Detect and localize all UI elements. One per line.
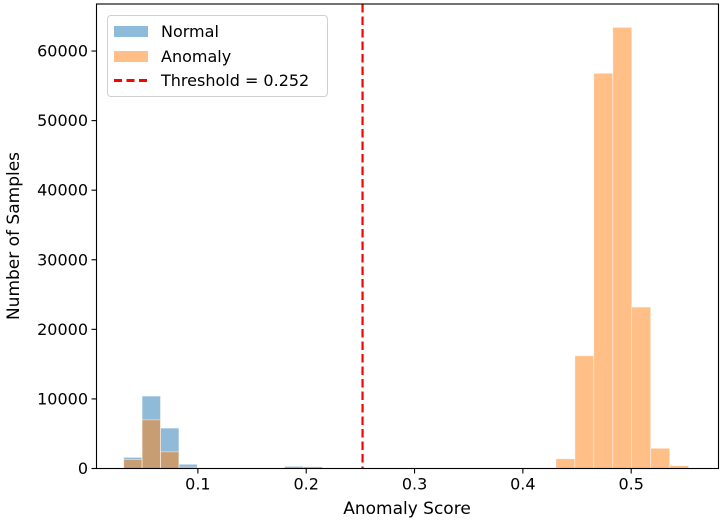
x-axis-title: Anomaly Score — [343, 499, 471, 519]
legend: Normal Anomaly Threshold = 0.252 — [107, 15, 328, 97]
y-tick-label: 10000 — [37, 389, 88, 408]
x-tick-label: 0.5 — [618, 475, 643, 494]
normal-swatch — [114, 25, 148, 37]
legend-item-normal: Normal — [114, 19, 321, 44]
histogram-bar-anomaly — [593, 72, 614, 469]
axes-spines — [95, 3, 720, 470]
histogram-bar-anomaly — [574, 355, 595, 469]
y-tick-label: 60000 — [37, 42, 88, 61]
legend-item-anomaly: Anomaly — [114, 44, 321, 69]
histogram-bar-anomaly — [555, 458, 576, 469]
y-tick-label: 30000 — [37, 250, 88, 269]
histogram-bar-anomaly — [160, 451, 180, 469]
x-tick-label: 0.3 — [402, 475, 427, 494]
y-tick-label: 50000 — [37, 111, 88, 130]
x-tick-label: 0.4 — [510, 475, 535, 494]
anomaly-swatch — [114, 50, 148, 62]
y-tick-label: 40000 — [37, 181, 88, 200]
histogram-bar-anomaly — [612, 26, 633, 469]
y-tick-label: 0 — [78, 459, 88, 478]
histogram-bar-anomaly — [650, 447, 671, 469]
histogram-bar-anomaly — [123, 459, 143, 469]
histogram-bar-anomaly — [141, 419, 161, 469]
y-axis-title: Number of Samples — [4, 151, 24, 321]
legend-item-threshold: Threshold = 0.252 — [114, 68, 321, 93]
x-tick-label: 0.2 — [293, 475, 318, 494]
legend-label-anomaly: Anomaly — [161, 46, 232, 66]
threshold-dash-swatch — [114, 79, 148, 82]
x-tick-label: 0.1 — [185, 475, 210, 494]
legend-label-threshold: Threshold = 0.252 — [161, 71, 310, 91]
histogram-bar-anomaly — [631, 306, 652, 469]
y-tick-label: 20000 — [37, 320, 88, 339]
legend-label-normal: Normal — [161, 21, 219, 41]
